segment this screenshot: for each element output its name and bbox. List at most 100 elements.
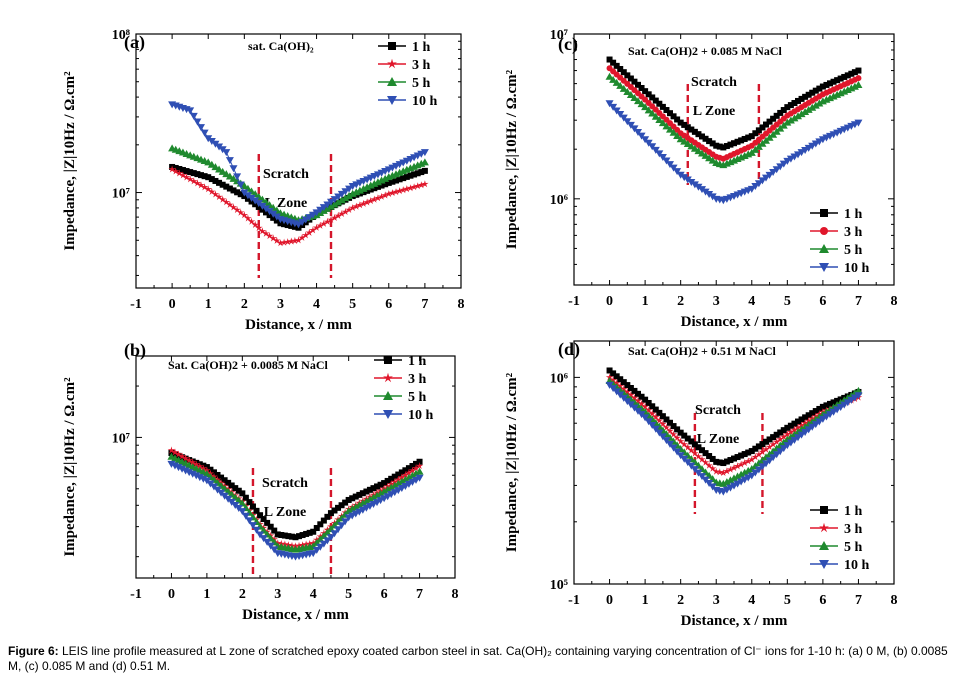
data-point: [237, 208, 245, 216]
data-point: [627, 75, 634, 82]
data-point: [723, 458, 730, 465]
data-point: [804, 105, 813, 113]
x-axis-label: Distance, x / mm: [681, 613, 788, 629]
data-point: [420, 149, 429, 157]
data-point: [694, 183, 703, 191]
data-point: [405, 465, 412, 472]
data-point: [727, 457, 734, 464]
data-point: [762, 174, 770, 182]
data-point: [674, 116, 681, 123]
data-point: [335, 504, 342, 511]
data-point: [410, 183, 418, 191]
data-point: [762, 445, 770, 453]
x-tick-label: 1: [642, 294, 649, 309]
data-point: [381, 191, 389, 199]
data-point: [719, 469, 727, 476]
data-point: [242, 494, 249, 501]
data-point: [791, 420, 798, 427]
data-point: [613, 379, 621, 387]
data-point: [681, 121, 688, 128]
data-point: [278, 532, 285, 539]
data-point: [223, 183, 230, 190]
data-point: [394, 475, 402, 483]
data-point: [292, 534, 299, 541]
legend-marker: [383, 410, 393, 419]
data-point: [240, 189, 249, 197]
data-point: [851, 69, 858, 76]
data-point: [765, 443, 774, 451]
y-axis-label: Impedance, |Z|10Hz / Ω.cm²: [504, 69, 520, 249]
data-point: [808, 423, 817, 431]
series-10h: [605, 381, 863, 496]
x-axis-label: Distance, x / mm: [242, 607, 349, 623]
data-point: [334, 198, 343, 206]
data-point: [644, 139, 653, 147]
data-point: [702, 450, 709, 457]
data-point: [716, 459, 723, 466]
data-point: [741, 135, 748, 142]
data-point: [691, 441, 698, 448]
data-point: [202, 470, 211, 478]
data-point: [319, 204, 328, 212]
data-point: [243, 192, 252, 200]
caption-text: LEIS line profile measured at L zone of …: [8, 644, 948, 673]
data-point: [280, 238, 288, 246]
data-point: [345, 206, 353, 213]
data-point: [323, 201, 332, 209]
data-point: [812, 408, 819, 415]
legend-label: 1 h: [408, 354, 427, 369]
data-point: [175, 452, 182, 459]
data-point: [606, 56, 613, 63]
data-point: [624, 72, 631, 79]
data-point: [701, 458, 710, 466]
y-tick-label: 10⁷: [112, 187, 130, 202]
data-point: [233, 206, 241, 214]
data-point: [748, 133, 755, 140]
data-point: [415, 467, 424, 475]
data-point: [645, 399, 652, 406]
data-point: [389, 178, 396, 185]
data-point: [637, 400, 646, 408]
data-point: [178, 452, 186, 460]
data-point: [232, 485, 239, 492]
data-point: [713, 458, 720, 465]
data-point: [612, 78, 621, 86]
data-point: [655, 429, 664, 437]
data-point: [790, 426, 799, 433]
data-point: [705, 191, 714, 199]
data-point: [648, 109, 657, 117]
data-point: [780, 427, 787, 434]
zone-label: L Zone: [264, 505, 306, 520]
data-point: [247, 194, 256, 202]
data-point: [770, 434, 777, 441]
data-point: [342, 499, 349, 506]
data-point: [238, 508, 247, 516]
data-point: [218, 146, 227, 154]
x-tick-label: 4: [313, 297, 320, 312]
data-point: [377, 481, 384, 488]
legend-label: 5 h: [408, 390, 427, 405]
data-point: [733, 462, 742, 470]
x-tick-label: 7: [416, 587, 423, 602]
data-point: [659, 103, 666, 110]
data-point: [610, 59, 617, 66]
data-point: [769, 454, 778, 462]
data-point: [385, 190, 393, 198]
data-point: [252, 526, 261, 534]
data-point: [787, 428, 795, 436]
data-point: [356, 201, 364, 209]
data-point: [609, 103, 618, 111]
data-point: [691, 128, 698, 135]
x-tick-label: -1: [130, 297, 142, 312]
data-point: [666, 161, 674, 169]
series-3h: [606, 65, 862, 162]
data-point: [667, 110, 673, 117]
data-point: [388, 475, 395, 482]
data-point: [210, 469, 217, 476]
data-point: [235, 487, 242, 494]
legend-label: 10 h: [412, 94, 438, 109]
data-point: [285, 533, 292, 540]
legend-entry: 5 h: [378, 76, 431, 91]
chart-panel-c: -1 0 1 2 3 4 5 6 7 8 Distance, x / mm 10⁶ 10⁷ Impedan…: [504, 28, 898, 330]
data-point: [754, 180, 763, 188]
